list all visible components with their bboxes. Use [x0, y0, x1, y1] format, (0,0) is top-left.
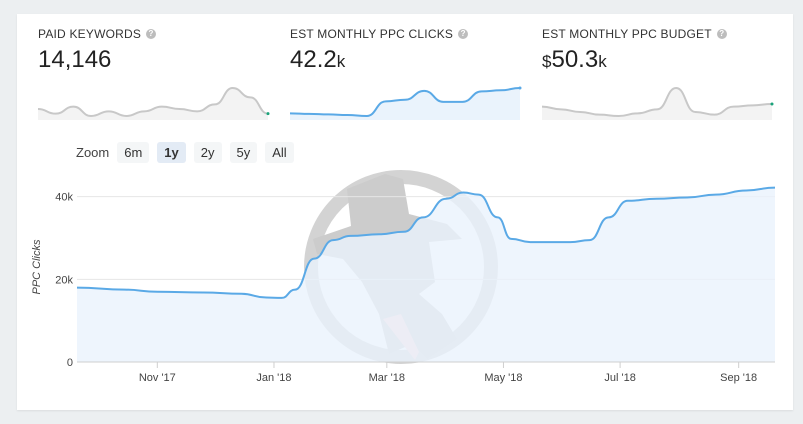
metric-paid-keywords: PAID KEYWORDS ? 14,146: [38, 26, 270, 74]
sparkline-paid-keywords: [38, 86, 270, 120]
zoom-controls: Zoom 6m 1y 2y 5y All: [76, 142, 298, 163]
help-icon[interactable]: ?: [146, 29, 157, 39]
sparkline-end-dot: [770, 102, 774, 106]
metric-prefix: $: [542, 52, 552, 71]
x-tick-label: Mar '18: [369, 372, 405, 384]
sparkline-fill: [542, 88, 772, 120]
help-icon[interactable]: ?: [716, 29, 727, 39]
zoom-1y-button[interactable]: 1y: [157, 142, 186, 163]
y-tick-label: 20k: [55, 274, 73, 286]
x-tick-label: Nov '17: [139, 372, 176, 384]
series-area-fill: [77, 187, 775, 362]
chart-area-layer: [76, 186, 776, 362]
zoom-6m-button[interactable]: 6m: [117, 142, 150, 163]
metric-label: EST MONTHLY PPC CLICKS: [290, 27, 454, 41]
metric-ppc-clicks: EST MONTHLY PPC CLICKS ? 42.2k: [290, 26, 522, 74]
zoom-5y-button[interactable]: 5y: [229, 142, 258, 163]
zoom-label: Zoom: [76, 145, 110, 160]
metric-label: EST MONTHLY PPC BUDGET: [542, 27, 712, 41]
sparkline-end-dot: [266, 112, 270, 116]
metric-suffix: k: [336, 52, 346, 71]
sparkline-fill: [290, 88, 520, 120]
x-tick-label: May '18: [484, 372, 522, 384]
metric-suffix: k: [598, 52, 607, 71]
ppc-clicks-chart: 0 20k 40k Nov '17 Jan '18 Mar '18 May '18 Jul '…: [31, 170, 776, 384]
metric-value: 50.3: [551, 46, 599, 73]
sparkline-end-dot: [518, 86, 522, 90]
sparkline-ppc-clicks: [290, 86, 522, 120]
sparkline-line: [542, 86, 773, 118]
series-line: [76, 186, 776, 299]
sparkline-ppc-budget: [542, 86, 774, 120]
y-tick-label: 40k: [55, 192, 73, 204]
metric-ppc-budget: EST MONTHLY PPC BUDGET ? $50.3k: [542, 26, 774, 74]
metric-value: 42.2: [290, 46, 337, 73]
metric-value: 14,146: [38, 46, 112, 73]
x-tick-label: Jul '18: [604, 372, 635, 384]
sparkline-line: [290, 87, 521, 118]
sparkline-fill: [38, 88, 268, 120]
chart-axes: 0 20k 40k Nov '17 Jan '18 Mar '18 May '18 Jul '…: [55, 192, 775, 384]
metric-label: PAID KEYWORDS: [38, 27, 142, 41]
ppc-overview-card: PAID KEYWORDS ? 14,146 EST MONTHLY PPC C…: [17, 14, 793, 410]
x-tick-label: Sep '18: [720, 372, 757, 384]
sparkline-line: [38, 86, 269, 118]
y-axis-label: PPC Clicks: [31, 239, 43, 295]
help-icon[interactable]: ?: [458, 29, 469, 39]
x-tick-label: Jan '18: [256, 372, 291, 384]
zoom-2y-button[interactable]: 2y: [193, 142, 222, 163]
y-tick-label: 0: [67, 357, 73, 369]
zoom-all-button[interactable]: All: [265, 142, 294, 163]
